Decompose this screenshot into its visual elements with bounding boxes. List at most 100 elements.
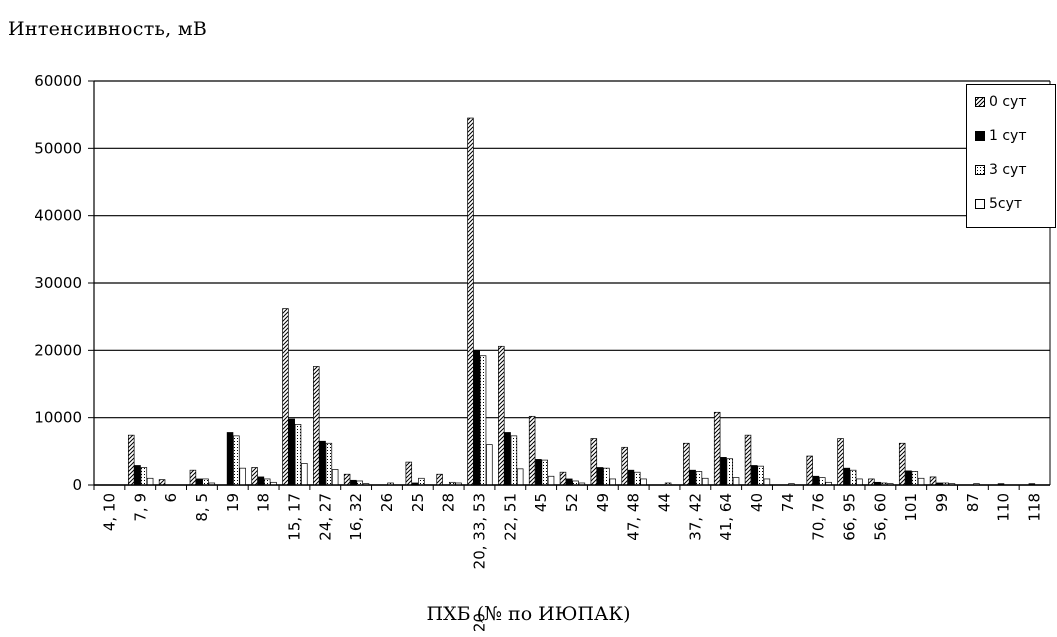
x-tick-label: 25 bbox=[409, 493, 427, 512]
bar bbox=[405, 461, 413, 486]
bar bbox=[596, 467, 604, 486]
bar bbox=[701, 477, 709, 486]
x-tick-label: 41, 64 bbox=[717, 493, 735, 541]
x-tick-label: 28 bbox=[440, 493, 458, 512]
bar bbox=[239, 467, 246, 486]
legend-swatch bbox=[975, 131, 985, 141]
x-tick-label: 19 bbox=[224, 493, 242, 512]
x-tick-label: 20, 33, 53 bbox=[470, 493, 488, 569]
bar bbox=[547, 475, 555, 486]
bar bbox=[350, 479, 357, 486]
bar bbox=[263, 478, 271, 486]
x-tick-label: 101 bbox=[902, 493, 920, 522]
bar bbox=[202, 478, 209, 486]
x-tick-label: 110 bbox=[995, 493, 1013, 522]
bar bbox=[288, 418, 295, 486]
x-tick-label: 26 bbox=[378, 493, 396, 512]
bar bbox=[621, 446, 628, 486]
x-tick-label: 52 bbox=[563, 493, 581, 512]
bar bbox=[640, 478, 647, 486]
bar bbox=[911, 471, 919, 486]
x-tick-label: 70, 76 bbox=[810, 493, 828, 541]
y-axis-ticks: 0 10000 20000 30000 40000 50000 60000 bbox=[34, 72, 94, 494]
bar bbox=[695, 471, 703, 486]
x-tick-label: 49 bbox=[594, 493, 612, 512]
x-tick-label: 45 bbox=[532, 493, 550, 512]
x-tick-label: 56, 60 bbox=[871, 493, 889, 541]
legend: 0 сут 1 сут 3 сут 5сут bbox=[966, 84, 1056, 228]
bar bbox=[905, 470, 912, 486]
bar bbox=[418, 477, 425, 486]
bar bbox=[313, 366, 320, 486]
bar bbox=[257, 476, 265, 486]
bar bbox=[856, 478, 863, 486]
legend-item: 1 сут bbox=[975, 127, 1027, 145]
bar bbox=[473, 349, 481, 486]
x-tick-label: 15, 17 bbox=[285, 493, 303, 541]
x-tick-label: 40 bbox=[748, 493, 766, 512]
bar bbox=[898, 442, 906, 486]
bar bbox=[325, 442, 333, 486]
bar bbox=[541, 459, 548, 486]
bar bbox=[627, 469, 635, 486]
y-tick-label: 20000 bbox=[34, 341, 82, 359]
legend-label: 5сут bbox=[989, 196, 1023, 212]
bar bbox=[146, 477, 154, 486]
bar bbox=[134, 465, 141, 486]
bar bbox=[849, 469, 857, 486]
bar bbox=[868, 478, 875, 486]
bar bbox=[528, 415, 536, 486]
x-tick-label: 66, 95 bbox=[841, 493, 859, 541]
bar bbox=[226, 432, 234, 486]
y-tick-label: 40000 bbox=[34, 207, 82, 225]
gridlines bbox=[93, 80, 1051, 486]
bar bbox=[158, 479, 166, 486]
bar bbox=[609, 478, 616, 486]
x-tick-label: 6 bbox=[162, 493, 180, 503]
bar bbox=[819, 477, 826, 486]
bar bbox=[689, 469, 696, 486]
bar bbox=[590, 438, 598, 486]
bar bbox=[301, 463, 308, 486]
bar bbox=[498, 345, 505, 486]
bar bbox=[603, 467, 610, 486]
bar bbox=[516, 468, 524, 486]
bar bbox=[436, 473, 443, 486]
bar bbox=[282, 308, 289, 486]
bar bbox=[486, 444, 493, 486]
bar bbox=[917, 477, 925, 486]
bar bbox=[294, 424, 302, 486]
y-tick-label: 0 bbox=[72, 476, 82, 494]
legend-swatch bbox=[975, 97, 985, 107]
y-tick-label: 10000 bbox=[34, 409, 82, 427]
bar bbox=[510, 435, 518, 486]
bar bbox=[683, 442, 690, 486]
bar bbox=[806, 455, 813, 486]
bar bbox=[744, 434, 752, 486]
legend-label: 3 сут bbox=[989, 162, 1027, 178]
x-tick-label: 24, 27 bbox=[316, 493, 334, 541]
bar bbox=[343, 473, 351, 486]
x-tick-label: 37, 42 bbox=[686, 493, 704, 541]
y-tick-label: 50000 bbox=[34, 139, 82, 157]
x-tick-label: 99 bbox=[933, 493, 951, 512]
bar bbox=[467, 117, 474, 486]
bar bbox=[535, 459, 542, 486]
bar bbox=[251, 467, 258, 486]
bars bbox=[127, 117, 1036, 486]
y-tick-label: 60000 bbox=[34, 72, 82, 90]
bar bbox=[720, 457, 727, 486]
bar bbox=[566, 478, 573, 486]
bar bbox=[843, 467, 851, 486]
x-tick-label: 7, 9 bbox=[131, 493, 149, 522]
bar bbox=[195, 478, 203, 486]
bar bbox=[189, 469, 197, 486]
bar bbox=[634, 471, 641, 486]
bar bbox=[319, 440, 326, 486]
x-tick-label: 74 bbox=[779, 493, 797, 512]
legend-item: 0 сут bbox=[975, 93, 1027, 111]
x-tick-label: 16, 32 bbox=[347, 493, 365, 541]
y-tick-label: 30000 bbox=[34, 274, 82, 292]
legend-swatch bbox=[975, 165, 985, 175]
x-tick-label-continued: 20 bbox=[470, 613, 488, 632]
